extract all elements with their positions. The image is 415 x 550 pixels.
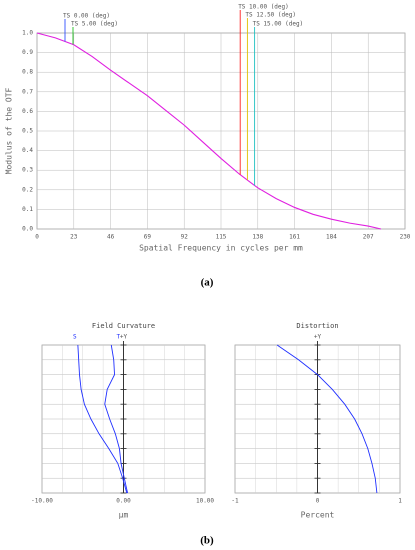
- y-tick-label: 0.6: [22, 108, 33, 115]
- x-tick-label: 69: [144, 234, 152, 241]
- y-tick-label: 0.1: [22, 206, 33, 213]
- mtf-curve: [36, 32, 382, 230]
- y-tick-label: 0.8: [22, 69, 33, 76]
- legend-label: TS 5.00 (deg): [71, 21, 118, 28]
- chart-title: Distortion: [296, 322, 338, 330]
- x-axis-label: Spatial Frequency in cycles per mm: [139, 244, 303, 253]
- x-tick-label: 115: [216, 234, 227, 241]
- chart-title: Field Curvature: [92, 322, 155, 330]
- x-tick-label: 0: [35, 234, 39, 241]
- x-tick-label: 46: [107, 234, 115, 241]
- y-axis-label: Modulus of the OTF: [5, 87, 14, 174]
- x-tick-label: 184: [326, 234, 337, 241]
- legend-label: TS 0.00 (deg): [63, 13, 110, 20]
- y-tick-label: 0.7: [22, 88, 33, 95]
- x-tick-label: -10.00: [31, 498, 53, 505]
- series-label: S: [73, 334, 77, 341]
- x-tick-label: 92: [181, 234, 189, 241]
- series-label: T: [116, 334, 120, 341]
- x-tick-label: 10.00: [196, 498, 214, 505]
- x-tick-label: 161: [289, 234, 300, 241]
- legend-label: TS 15.00 (deg): [253, 21, 304, 28]
- y-axis-label: +Y: [120, 334, 128, 341]
- y-tick-label: 0.3: [22, 167, 33, 174]
- y-tick-label: 0.4: [22, 147, 33, 154]
- x-tick-label: 138: [252, 234, 263, 241]
- caption: (a): [201, 277, 214, 289]
- x-tick-label: 0: [316, 498, 320, 505]
- x-tick-label: 207: [363, 234, 374, 241]
- x-axis-label: µm: [119, 511, 129, 520]
- y-tick-label: 0.9: [22, 49, 33, 56]
- y-tick-label: 0.0: [22, 226, 33, 233]
- x-tick-label: 0.00: [116, 498, 131, 505]
- x-tick-label: 23: [70, 234, 78, 241]
- y-tick-label: 1.0: [22, 30, 33, 37]
- x-axis-label: Percent: [301, 511, 335, 520]
- x-tick-label: 1: [398, 498, 402, 505]
- x-tick-label: 230: [400, 234, 411, 241]
- caption: (b): [200, 535, 214, 547]
- legend-label: TS 12.50 (deg): [245, 12, 296, 19]
- legend-label: TS 10.00 (deg): [238, 4, 289, 11]
- y-tick-label: 0.2: [22, 186, 33, 193]
- curve: [77, 344, 128, 494]
- curve: [276, 344, 378, 494]
- y-axis-label: +Y: [314, 334, 322, 341]
- y-tick-label: 0.5: [22, 128, 33, 135]
- curve: [104, 344, 129, 494]
- x-tick-label: -1: [231, 498, 239, 505]
